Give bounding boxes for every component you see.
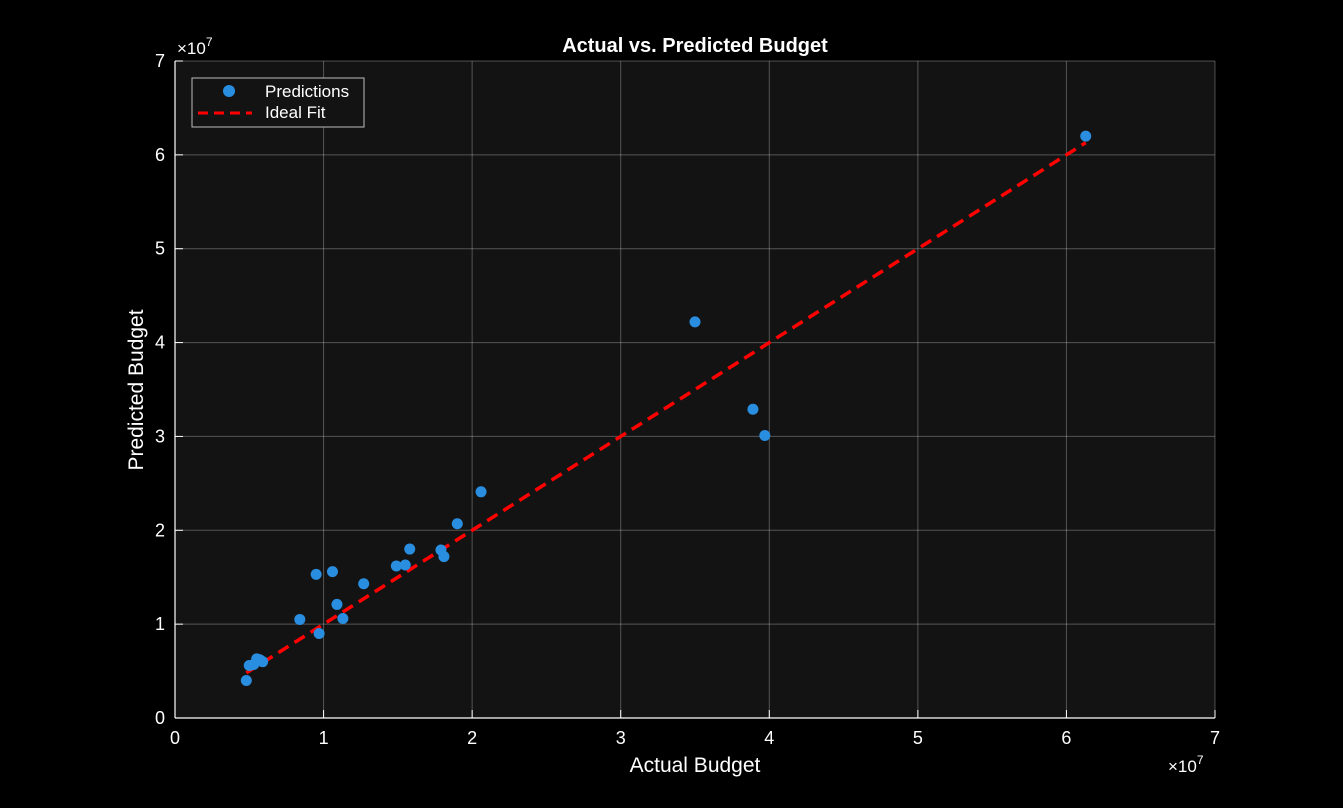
y-tick-label: 5: [155, 239, 165, 259]
prediction-point: [1080, 130, 1092, 142]
y-tick-label: 2: [155, 520, 165, 540]
x-tick-label: 2: [467, 728, 477, 748]
y-tick-label: 4: [155, 333, 165, 353]
prediction-point: [358, 578, 370, 590]
legend-box: [191, 77, 365, 128]
prediction-point: [747, 403, 759, 415]
y-tick-label: 7: [155, 51, 165, 71]
prediction-point: [326, 566, 338, 578]
y-tick-label: 3: [155, 426, 165, 446]
ideal-fit-line: [245, 141, 1087, 675]
prediction-point: [759, 429, 771, 441]
axes: [174, 60, 1216, 719]
prediction-point: [404, 543, 416, 555]
x-tick-label: 4: [764, 728, 774, 748]
prediction-point: [337, 613, 349, 625]
prediction-point: [451, 518, 463, 530]
prediction-point: [475, 486, 487, 498]
legend: Predictions Ideal Fit: [191, 77, 365, 128]
y-axis-multiplier: ×107: [177, 35, 213, 58]
y-axis-label: Predicted Budget: [125, 309, 148, 470]
y-tick-labels: 0 1 2 3 4 5 6 7: [155, 51, 165, 728]
y-tick-label: 6: [155, 145, 165, 165]
prediction-point: [399, 559, 411, 571]
prediction-point: [331, 598, 343, 610]
prediction-point: [294, 613, 306, 625]
prediction-point: [257, 656, 269, 668]
prediction-point: [310, 568, 322, 580]
legend-label-ideal-fit: Ideal Fit: [265, 103, 326, 122]
legend-label-predictions: Predictions: [265, 82, 349, 101]
legend-marker-predictions: [223, 85, 235, 97]
x-tick-label: 3: [616, 728, 626, 748]
y-tick-label: 1: [155, 614, 165, 634]
prediction-point: [689, 316, 701, 328]
series-layer: [240, 130, 1092, 686]
x-tick-label: 5: [913, 728, 923, 748]
prediction-point: [438, 551, 450, 563]
x-tick-label: 0: [170, 728, 180, 748]
x-tick-label: 6: [1061, 728, 1071, 748]
prediction-point: [240, 674, 252, 686]
x-axis-label: Actual Budget: [630, 754, 761, 777]
chart-title: Actual vs. Predicted Budget: [562, 35, 828, 57]
x-tick-label: 7: [1210, 728, 1220, 748]
x-axis-multiplier: ×107: [1168, 753, 1204, 776]
y-tick-label: 0: [155, 708, 165, 728]
x-tick-labels: 0 1 2 3 4 5 6 7: [170, 728, 1220, 748]
x-tick-label: 1: [319, 728, 329, 748]
prediction-point: [390, 560, 402, 572]
prediction-point: [313, 628, 325, 640]
grid: [174, 60, 1216, 719]
